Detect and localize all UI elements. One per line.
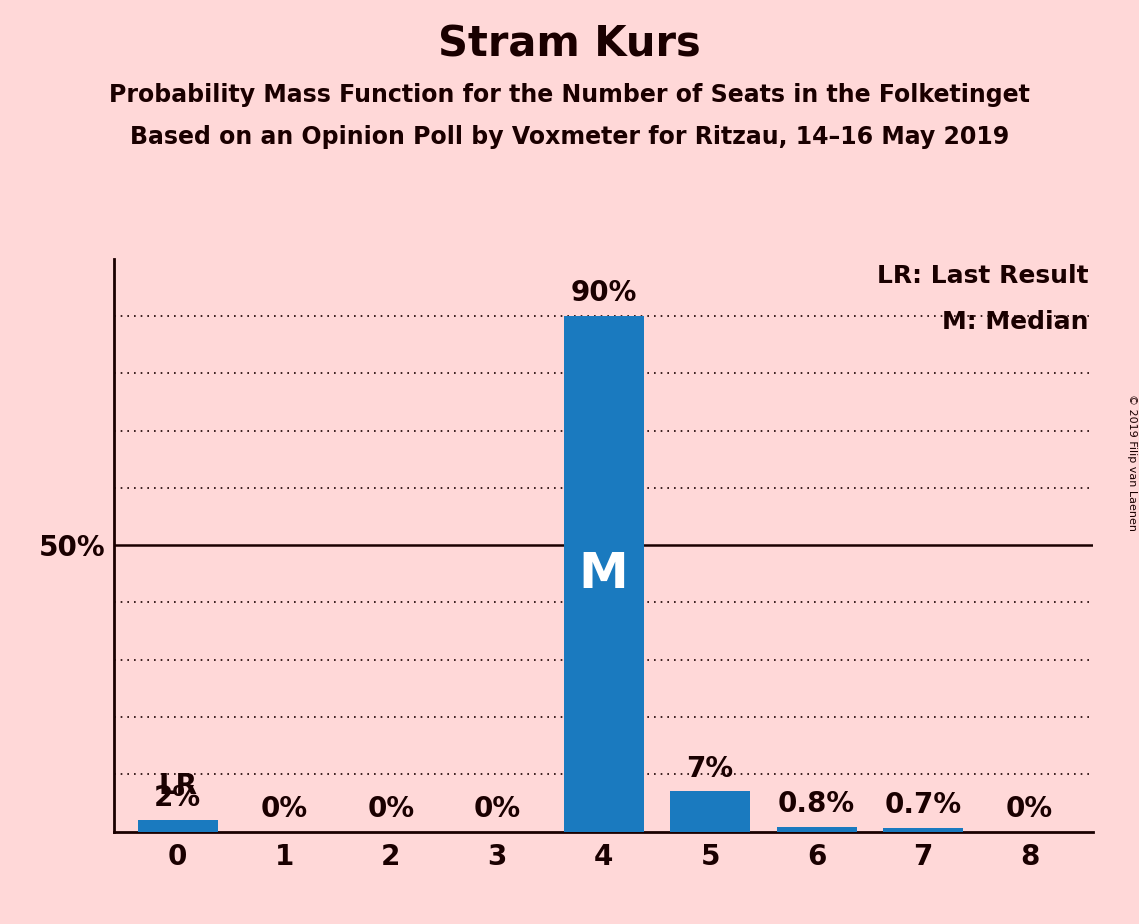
Bar — [883, 828, 962, 832]
Text: 0%: 0% — [367, 795, 415, 823]
Text: LR: LR — [158, 772, 197, 800]
Text: 2%: 2% — [154, 784, 202, 811]
Text: M: Median: M: Median — [942, 310, 1089, 334]
Bar — [138, 821, 218, 832]
Text: 0.7%: 0.7% — [885, 791, 961, 819]
Bar — [670, 792, 751, 832]
Text: © 2019 Filip van Laenen: © 2019 Filip van Laenen — [1126, 394, 1137, 530]
Text: 0%: 0% — [261, 795, 308, 823]
Text: 90%: 90% — [571, 279, 637, 308]
Text: 0%: 0% — [1006, 795, 1054, 823]
Text: 0.8%: 0.8% — [778, 790, 855, 819]
Text: LR: Last Result: LR: Last Result — [877, 264, 1089, 288]
Text: 0%: 0% — [474, 795, 521, 823]
Text: 7%: 7% — [687, 755, 734, 783]
Text: Based on an Opinion Poll by Voxmeter for Ritzau, 14–16 May 2019: Based on an Opinion Poll by Voxmeter for… — [130, 125, 1009, 149]
Bar — [564, 316, 644, 832]
Text: Stram Kurs: Stram Kurs — [439, 23, 700, 65]
Bar — [777, 827, 857, 832]
Text: Probability Mass Function for the Number of Seats in the Folketinget: Probability Mass Function for the Number… — [109, 83, 1030, 107]
Text: M: M — [579, 550, 629, 598]
